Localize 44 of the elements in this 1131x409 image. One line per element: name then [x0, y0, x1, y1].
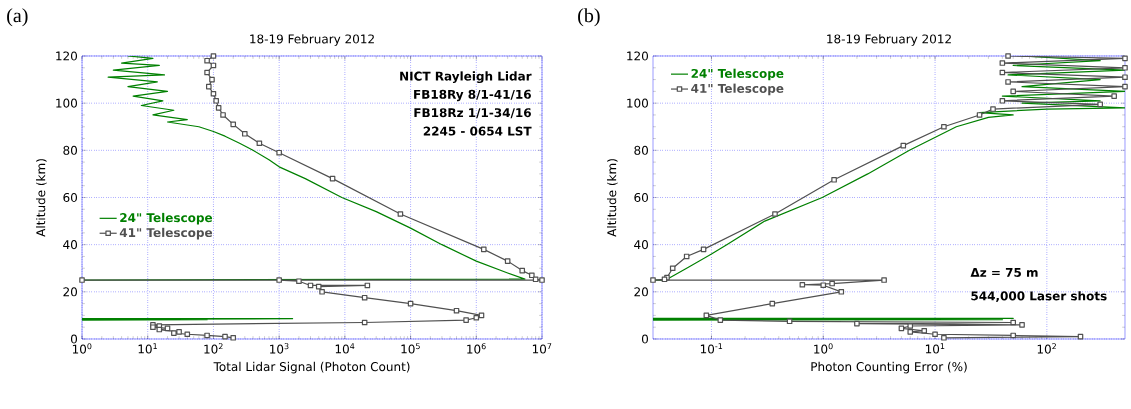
- y-axis-title: Altitude (km): [36, 159, 47, 237]
- legend-label: 24" Telescope: [691, 68, 784, 81]
- x-tick-label: 10$^{1}$: [138, 343, 157, 354]
- y-tick-label: 80: [63, 145, 78, 155]
- x-tick-label: 10$^{0}$: [72, 343, 92, 354]
- annotation: NICT Rayleigh Lidar: [400, 71, 532, 84]
- y-tick-label: 20: [634, 287, 649, 297]
- text: (a): [7, 8, 28, 27]
- x-tick-label: 10$^{-1}$: [700, 343, 723, 354]
- x-tick-label: 10$^{2}$: [204, 343, 223, 354]
- chart-title: 18-19 February 2012: [250, 34, 374, 46]
- annotation: 2245 - 0654 LST: [423, 126, 532, 136]
- y-tick-label: 120: [627, 51, 648, 61]
- legend-label: 41" Telescope: [691, 83, 784, 96]
- annotation: FB18Ry 8/1-41/16: [414, 89, 531, 102]
- text: (b): [578, 8, 600, 27]
- x-tick-label: 10$^{0}$: [814, 343, 833, 354]
- legend-label: 24" Telescope: [120, 212, 213, 225]
- chart-title: 18-19 February 2012: [827, 34, 951, 46]
- x-axis-title: Photon Counting Error (%): [811, 361, 967, 374]
- y-tick-label: 40: [634, 240, 649, 250]
- y-tick-label: 60: [634, 192, 649, 203]
- annotation: 544,000 Laser shots: [971, 291, 1107, 302]
- y-tick-label: 0: [641, 334, 649, 344]
- y-tick-label: 100: [56, 98, 78, 108]
- x-tick-label: 10$^{7}$: [532, 343, 552, 354]
- x-tick-label: 10$^{4}$: [335, 343, 355, 354]
- x-axis-title: Total Lidar Signal (Photon Count): [213, 361, 410, 374]
- x-tick-label: 10$^{6}$: [467, 343, 486, 354]
- y-tick-label: 40: [63, 240, 78, 250]
- annotation: Δz = 75 m: [970, 268, 1038, 277]
- y-tick-label: 20: [63, 287, 78, 297]
- y-tick-label: 80: [634, 145, 649, 155]
- y-tick-label: 100: [627, 98, 648, 108]
- y-axis-title: Altitude (km): [607, 159, 618, 237]
- x-tick-label: 10$^{5}$: [401, 343, 420, 354]
- x-tick-label: 10$^{1}$: [925, 343, 945, 354]
- y-tick-label: 60: [63, 192, 78, 203]
- y-tick-label: 120: [56, 51, 78, 61]
- x-tick-label: 10$^{2}$: [1037, 343, 1056, 354]
- annotation: FB18Rz 1/1-34/16: [414, 108, 531, 119]
- y-tick-label: 0: [70, 334, 78, 344]
- x-tick-label: 10$^{3}$: [270, 343, 289, 354]
- legend-label: 41" Telescope: [119, 227, 213, 240]
